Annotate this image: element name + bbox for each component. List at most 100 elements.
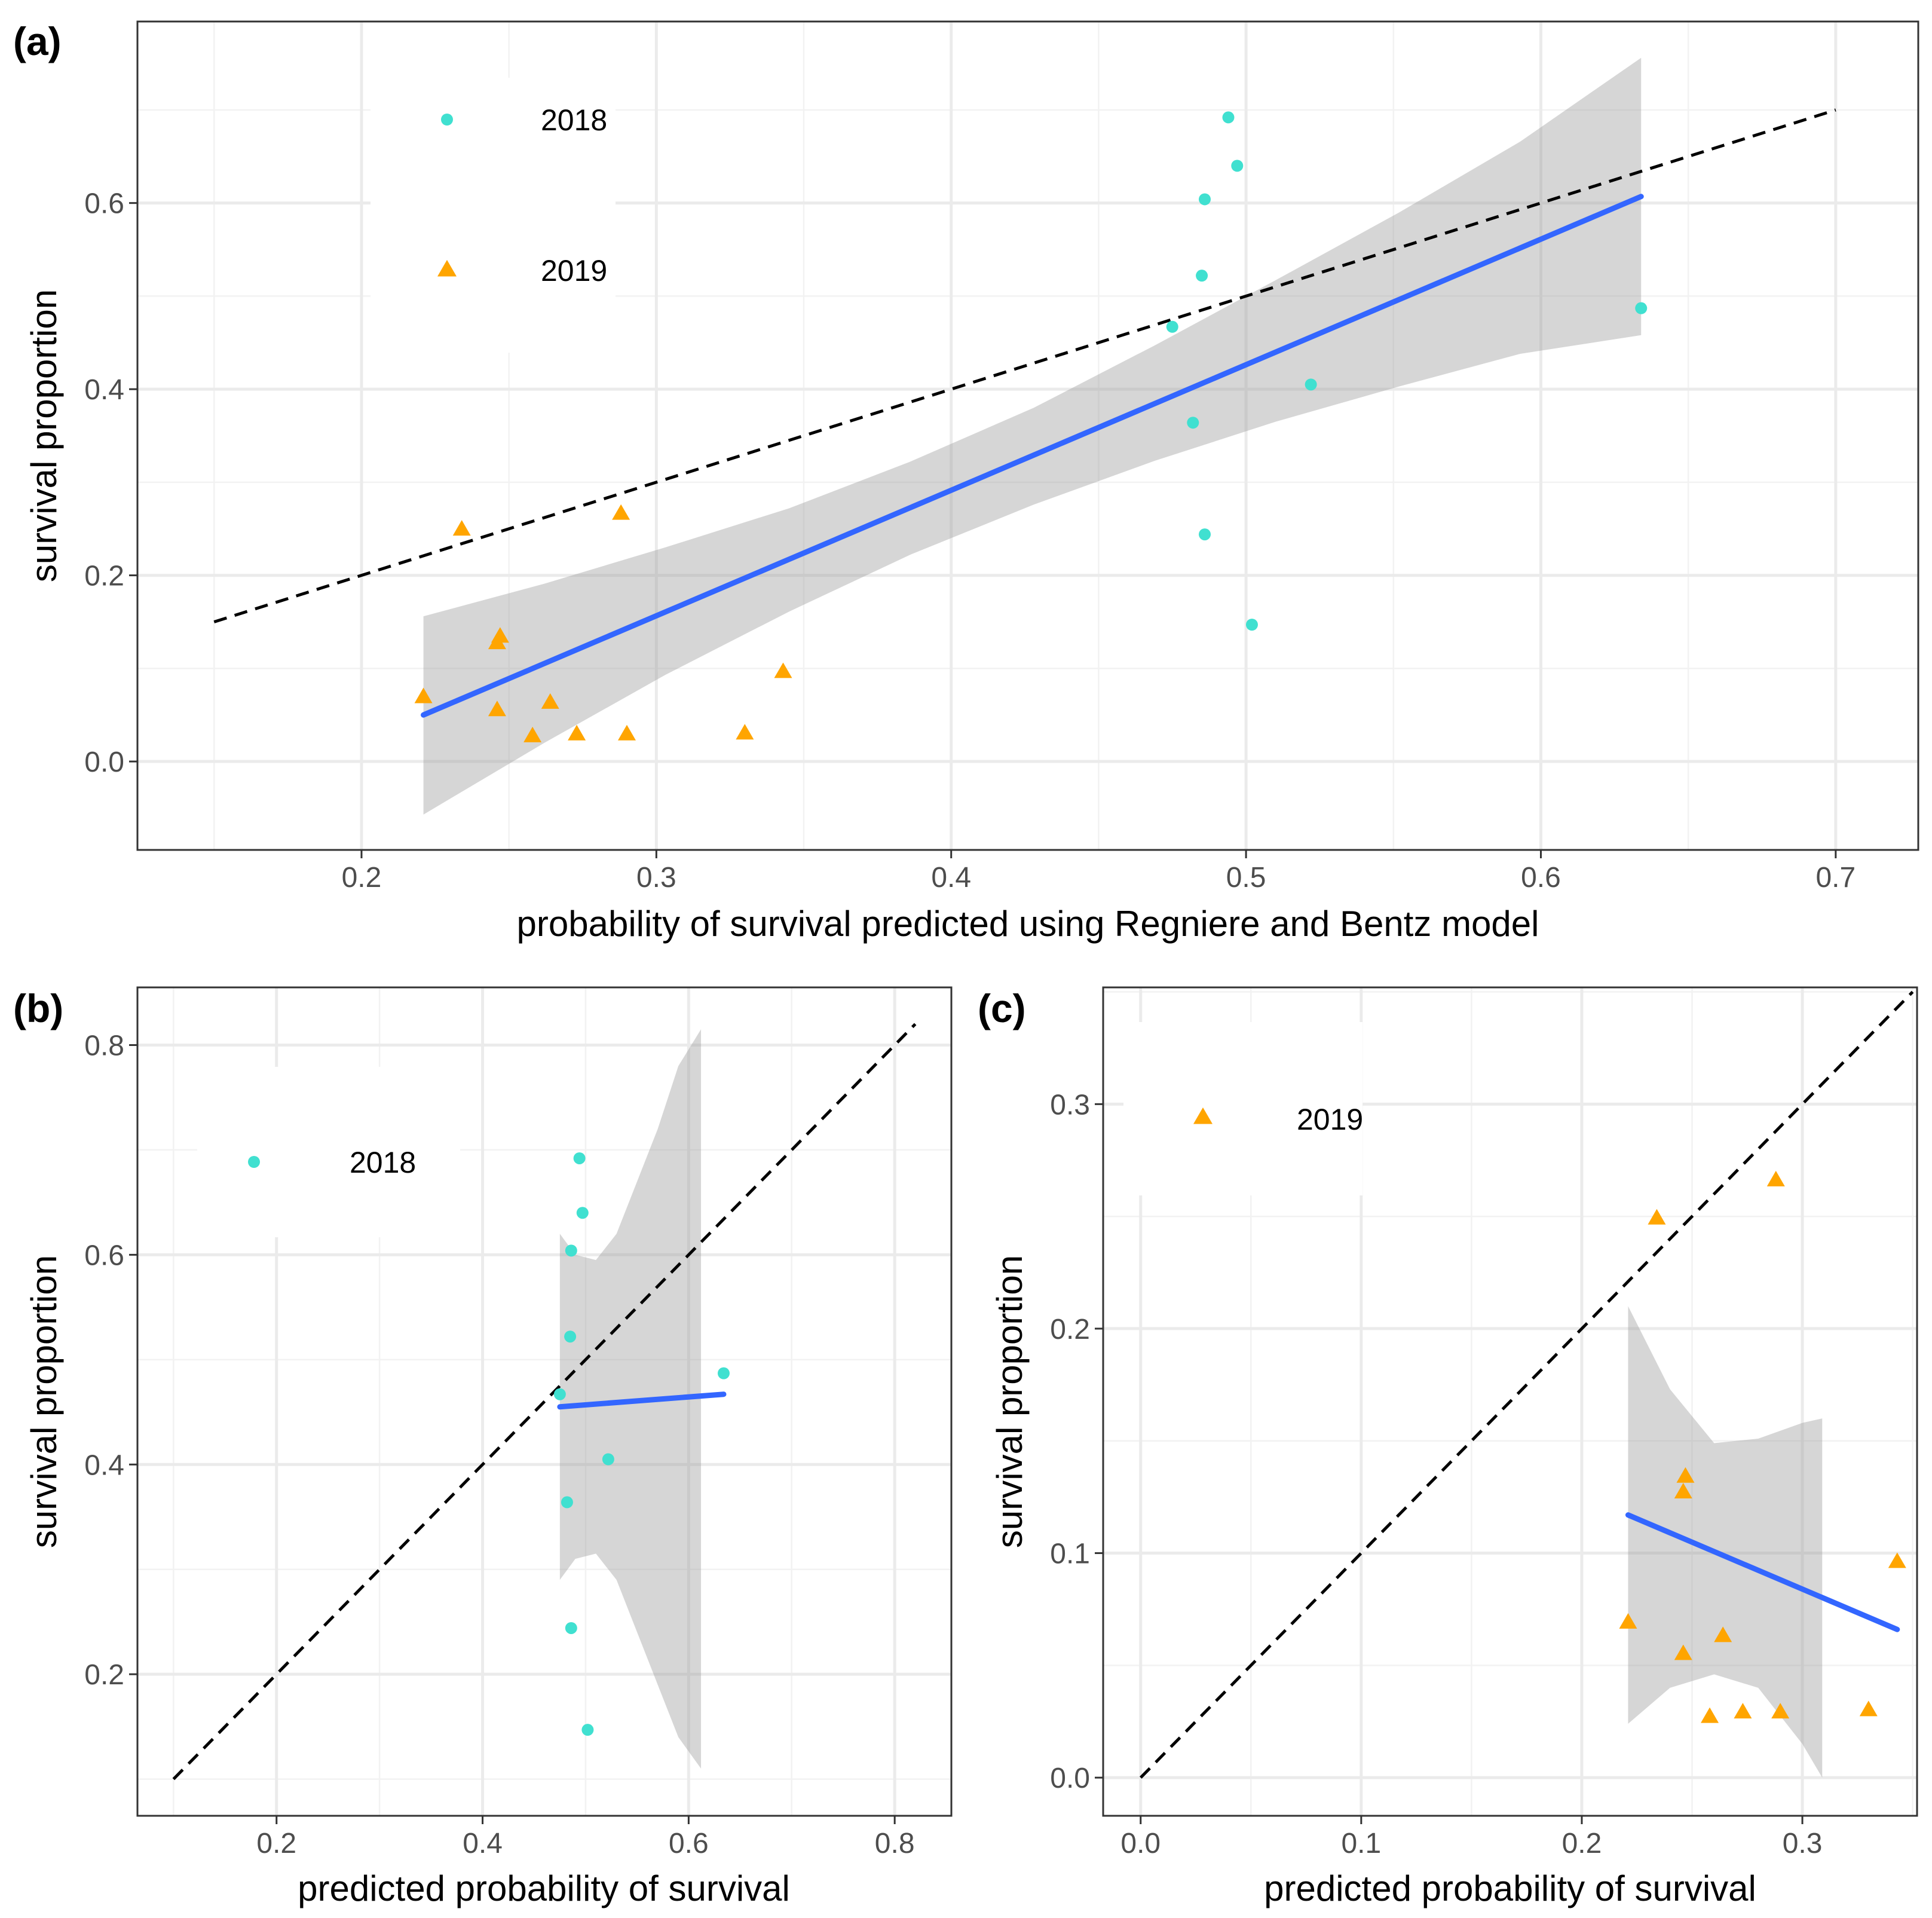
panel-c-legend: 2019 [1123, 1022, 1363, 1195]
panel-c-points [1619, 1170, 1906, 1723]
panel-b-x-tick-label: 0.4 [463, 1828, 503, 1859]
panel-c-x-axis-label: predicted probability of survival [1264, 1868, 1756, 1908]
panel-a-legend-key-2018 [441, 114, 453, 126]
panel-a-x-tick-label: 0.3 [636, 862, 676, 894]
panel-b-point-2018 [717, 1367, 730, 1379]
panel-c-point-2019 [1674, 1644, 1692, 1660]
panel-c-point-2019 [1648, 1209, 1666, 1225]
panel-c-point-2019 [1771, 1703, 1790, 1719]
panel-c-y-tick-label: 0.1 [1050, 1538, 1090, 1570]
panel-a-y-tick-label: 0.4 [84, 374, 124, 406]
panel-b-y-axis-label: survival proportion [24, 1255, 64, 1548]
panel-a: (a) 2018 2019 0.2 0.3 0.4 0.5 0.6 0.70.00.20.… [13, 19, 1919, 944]
panel-a-legend-label-2019: 2019 [541, 254, 607, 287]
panel-a-x-axis-label: probability of survival predicted using … [517, 904, 1539, 944]
panel-a-identity-line [213, 108, 1836, 623]
panel-a-point-2019 [541, 693, 559, 709]
panel-a-point-2019 [568, 724, 586, 741]
panel-a-point-2018 [1635, 302, 1648, 314]
panel-b-point-2018 [553, 1388, 566, 1400]
panel-b-frame [136, 986, 953, 1817]
panel-b-x-tick-label: 0.6 [669, 1828, 709, 1859]
panel-a-y-axis-label: survival proportion [24, 289, 64, 582]
panel-c: (c) 2019 0.0 0.1 0.2 0.3 0.0 0.1 0.2 0.3 predic… [978, 986, 1918, 1908]
panel-c-y-axis-label: survival proportion [990, 1255, 1030, 1548]
panel-c-point-2019 [1734, 1703, 1752, 1719]
panel-a-x-tick-label: 0.7 [1815, 862, 1856, 894]
panel-a-frame [136, 20, 1919, 851]
panel-a-point-2019 [488, 700, 506, 717]
panel-b-ticks: 0.2 0.4 0.6 0.8 0.2 0.4 0.6 0.8 [84, 1030, 914, 1859]
panel-a-point-2019 [488, 634, 506, 650]
panel-c-y-tick-label: 0.0 [1050, 1763, 1090, 1794]
panel-b-y-tick-label: 0.4 [84, 1449, 124, 1481]
panel-b-y-tick-label: 0.8 [84, 1030, 124, 1062]
panel-b-legend: 2018 [197, 1067, 460, 1237]
panel-a-point-2018 [1196, 270, 1208, 282]
panel-b-identity-line [172, 1023, 917, 1781]
panel-b-point-2018 [576, 1207, 589, 1219]
panel-a-point-2018 [1222, 111, 1235, 124]
panel-c-y-tick-label: 0.3 [1050, 1089, 1090, 1121]
panel-c-fit-line-layer [1625, 1512, 1900, 1632]
panel-c-x-tick-label: 0.2 [1562, 1828, 1602, 1859]
panel-a-x-tick-label: 0.2 [342, 862, 382, 894]
panel-a-grid [137, 22, 1918, 850]
panel-c-identity-line [1139, 990, 1914, 1779]
panel-c-point-2019 [1766, 1170, 1785, 1186]
panel-a-fit-line-layer [421, 194, 1644, 718]
panel-a-point-2019 [414, 687, 433, 703]
panel-a-point-2018 [1199, 193, 1211, 206]
panel-b-point-2018 [564, 1330, 577, 1343]
panel-c-point-2019 [1674, 1483, 1692, 1498]
panel-a-x-tick-label: 0.4 [931, 862, 971, 894]
panel-c-frame [1102, 986, 1918, 1817]
panel-b-legend-key-2018 [248, 1156, 260, 1168]
panel-a-point-2019 [774, 662, 792, 678]
panel-a-point-2019 [612, 504, 630, 520]
panel-a-confidence-band-layer [423, 57, 1642, 815]
panel-c-point-2019 [1714, 1626, 1732, 1642]
panel-b-identity-line-layer [172, 1023, 917, 1781]
panel-a-point-2019 [618, 724, 636, 741]
panel-b-x-tick-label: 0.8 [875, 1828, 915, 1859]
panel-a-y-tick-label: 0.0 [84, 747, 124, 778]
panel-a-point-2018 [1187, 417, 1199, 429]
panel-a-legend-label-2018: 2018 [541, 103, 607, 137]
panel-c-y-tick-label: 0.2 [1050, 1314, 1090, 1345]
panel-a-legend-key-2019 [437, 259, 457, 277]
panel-c-ticks: 0.0 0.1 0.2 0.3 0.0 0.1 0.2 0.3 [1050, 1089, 1822, 1859]
panel-a-identity-line-layer [213, 108, 1836, 623]
panel-a-point-2018 [1305, 378, 1317, 391]
panel-a-y-tick-label: 0.6 [84, 188, 124, 220]
panel-a-legend-box [371, 78, 616, 353]
panel-a-point-2019 [452, 520, 471, 536]
panel-b-fit-line-layer [557, 1391, 727, 1410]
panel-a-x-tick-label: 0.5 [1226, 862, 1266, 894]
panel-b-legend-box [197, 1067, 460, 1237]
panel-a-ticks: 0.2 0.3 0.4 0.5 0.6 0.7 0.0 0.2 0.4 0.6 [84, 188, 1856, 894]
panel-b-y-tick-label: 0.2 [84, 1659, 124, 1691]
panel-a-points [414, 111, 1648, 742]
panel-c-point-2019 [1701, 1707, 1719, 1723]
panel-b-point-2018 [602, 1453, 614, 1466]
panel-a-label: (a) [13, 19, 62, 63]
panel-b-point-2018 [573, 1152, 586, 1164]
panel-b-points [553, 1152, 730, 1736]
panel-b-y-tick-label: 0.6 [84, 1240, 124, 1271]
panel-b-point-2018 [581, 1724, 594, 1736]
panel-b-legend-label-2018: 2018 [350, 1146, 416, 1179]
panel-a-legend: 2018 2019 [371, 78, 616, 353]
panel-b: (b) 2018 0.2 0.4 0.6 0.8 0.2 0.4 0.6 0.8 predic… [13, 986, 953, 1908]
panel-a-point-2018 [1199, 528, 1211, 541]
panel-c-x-tick-label: 0.3 [1783, 1828, 1823, 1859]
panel-c-legend-label-2019: 2019 [1297, 1103, 1363, 1136]
panel-a-point-2019 [523, 726, 542, 742]
panel-c-point-2019 [1859, 1700, 1878, 1717]
panel-a-confidence-band [423, 57, 1642, 815]
panel-c-point-2019 [1676, 1467, 1695, 1483]
panel-b-x-tick-label: 0.2 [256, 1828, 296, 1859]
panel-a-point-2018 [1166, 320, 1178, 333]
panel-c-x-tick-label: 0.1 [1341, 1828, 1381, 1859]
panel-b-point-2018 [565, 1244, 577, 1257]
